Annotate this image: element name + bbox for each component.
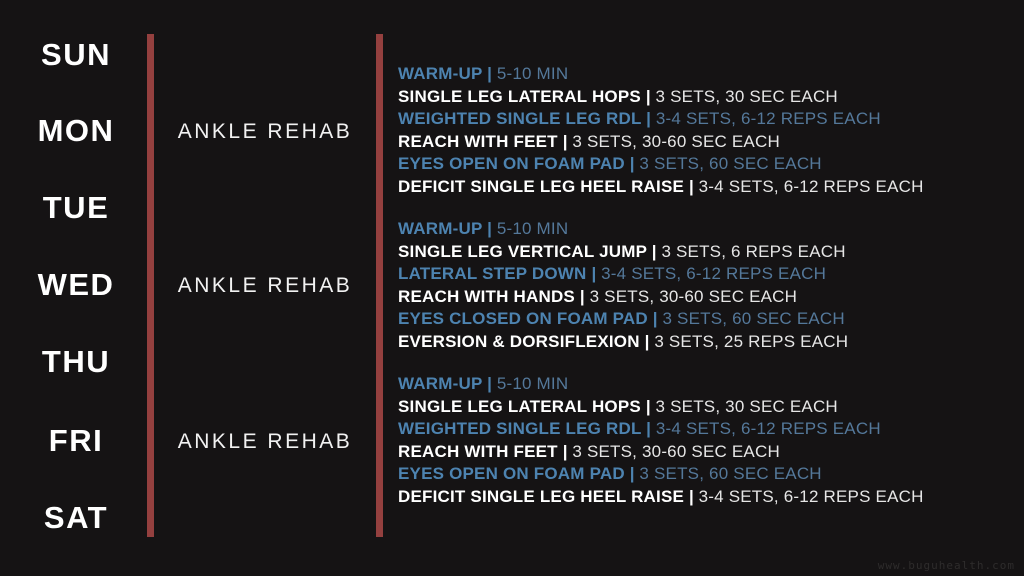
exercise-name: SINGLE LEG LATERAL HOPS |	[398, 86, 651, 106]
exercise-name: DEFICIT SINGLE LEG HEEL RAISE |	[398, 486, 694, 506]
divider-bar-right	[376, 34, 383, 537]
exercise-line: EYES OPEN ON FOAM PAD | 3 SETS, 60 SEC E…	[398, 463, 924, 486]
exercise-name: WARM-UP |	[398, 219, 493, 238]
exercise-block-mon: WARM-UP | 5-10 MIN SINGLE LEG LATERAL HO…	[398, 63, 924, 198]
exercise-name: WARM-UP |	[398, 64, 493, 83]
exercise-detail: 3 SETS, 60 SEC EACH	[639, 464, 822, 483]
exercise-detail: 3 SETS, 60 SEC EACH	[639, 154, 822, 173]
exercise-detail: 3 SETS, 30-60 SEC EACH	[572, 131, 780, 151]
rehab-label-mon: ANKLE REHAB	[177, 120, 353, 143]
exercise-detail: 5-10 MIN	[496, 374, 569, 393]
exercise-name: EVERSION & DORSIFLEXION |	[398, 331, 650, 351]
exercise-block-fri: WARM-UP | 5-10 MIN SINGLE LEG LATERAL HO…	[398, 373, 924, 508]
exercise-detail: 3 SETS, 30 SEC EACH	[655, 396, 838, 416]
exercise-line: WARM-UP | 5-10 MIN	[398, 373, 924, 396]
exercise-line: WEIGHTED SINGLE LEG RDL | 3-4 SETS, 6-12…	[398, 108, 924, 131]
exercise-name: SINGLE LEG VERTICAL JUMP |	[398, 241, 657, 261]
exercise-line: SINGLE LEG VERTICAL JUMP | 3 SETS, 6 REP…	[398, 241, 848, 264]
exercise-detail: 3 SETS, 25 REPS EACH	[654, 331, 849, 351]
exercise-name: WARM-UP |	[398, 374, 493, 393]
exercise-line: WARM-UP | 5-10 MIN	[398, 63, 924, 86]
day-label-thu: THU	[41, 344, 111, 379]
rehab-label-fri: ANKLE REHAB	[177, 430, 353, 453]
day-label-sun: SUN	[41, 37, 111, 72]
exercise-detail: 3-4 SETS, 6-12 REPS EACH	[655, 419, 881, 438]
exercise-name: WEIGHTED SINGLE LEG RDL |	[398, 419, 652, 438]
exercise-line: EVERSION & DORSIFLEXION | 3 SETS, 25 REP…	[398, 331, 848, 354]
exercise-line: WARM-UP | 5-10 MIN	[398, 218, 848, 241]
exercise-detail: 3-4 SETS, 6-12 REPS EACH	[698, 176, 924, 196]
exercise-name: REACH WITH HANDS |	[398, 286, 585, 306]
watermark-url: www.buguhealth.com	[877, 559, 1015, 572]
exercise-detail: 3-4 SETS, 6-12 REPS EACH	[655, 109, 881, 128]
exercise-line: DEFICIT SINGLE LEG HEEL RAISE | 3-4 SETS…	[398, 486, 924, 509]
exercise-line: EYES OPEN ON FOAM PAD | 3 SETS, 60 SEC E…	[398, 153, 924, 176]
exercise-detail: 5-10 MIN	[496, 219, 569, 238]
exercise-name: EYES CLOSED ON FOAM PAD |	[398, 309, 658, 328]
day-label-mon: MON	[37, 113, 115, 148]
exercise-line: SINGLE LEG LATERAL HOPS | 3 SETS, 30 SEC…	[398, 396, 924, 419]
exercise-name: LATERAL STEP DOWN |	[398, 264, 597, 283]
day-label-tue: TUE	[42, 190, 110, 225]
day-label-fri: FRI	[48, 423, 104, 458]
exercise-detail: 5-10 MIN	[496, 64, 569, 83]
exercise-line: EYES CLOSED ON FOAM PAD | 3 SETS, 60 SEC…	[398, 308, 848, 331]
exercise-detail: 3 SETS, 6 REPS EACH	[661, 241, 846, 261]
exercise-line: LATERAL STEP DOWN | 3-4 SETS, 6-12 REPS …	[398, 263, 848, 286]
rehab-label-wed: ANKLE REHAB	[177, 274, 353, 297]
exercise-detail: 3 SETS, 30-60 SEC EACH	[589, 286, 798, 306]
exercise-name: DEFICIT SINGLE LEG HEEL RAISE |	[398, 176, 694, 196]
exercise-line: DEFICIT SINGLE LEG HEEL RAISE | 3-4 SETS…	[398, 176, 924, 199]
exercise-line: WEIGHTED SINGLE LEG RDL | 3-4 SETS, 6-12…	[398, 418, 924, 441]
exercise-detail: 3 SETS, 60 SEC EACH	[662, 309, 845, 328]
exercise-line: SINGLE LEG LATERAL HOPS | 3 SETS, 30 SEC…	[398, 86, 924, 109]
exercise-line: REACH WITH HANDS | 3 SETS, 30-60 SEC EAC…	[398, 286, 848, 309]
exercise-detail: 3 SETS, 30-60 SEC EACH	[572, 441, 780, 461]
day-label-wed: WED	[37, 267, 115, 302]
exercise-detail: 3-4 SETS, 6-12 REPS EACH	[601, 264, 827, 283]
exercise-block-wed: WARM-UP | 5-10 MIN SINGLE LEG VERTICAL J…	[398, 218, 848, 353]
exercise-line: REACH WITH FEET | 3 SETS, 30-60 SEC EACH	[398, 441, 924, 464]
exercise-name: EYES OPEN ON FOAM PAD |	[398, 464, 635, 483]
exercise-line: REACH WITH FEET | 3 SETS, 30-60 SEC EACH	[398, 131, 924, 154]
exercise-detail: 3 SETS, 30 SEC EACH	[655, 86, 838, 106]
exercise-name: EYES OPEN ON FOAM PAD |	[398, 154, 635, 173]
day-label-sat: SAT	[43, 500, 109, 535]
divider-bar-left	[147, 34, 154, 537]
exercise-name: REACH WITH FEET |	[398, 131, 568, 151]
exercise-name: WEIGHTED SINGLE LEG RDL |	[398, 109, 652, 128]
exercise-name: REACH WITH FEET |	[398, 441, 568, 461]
exercise-name: SINGLE LEG LATERAL HOPS |	[398, 396, 651, 416]
exercise-detail: 3-4 SETS, 6-12 REPS EACH	[698, 486, 924, 506]
